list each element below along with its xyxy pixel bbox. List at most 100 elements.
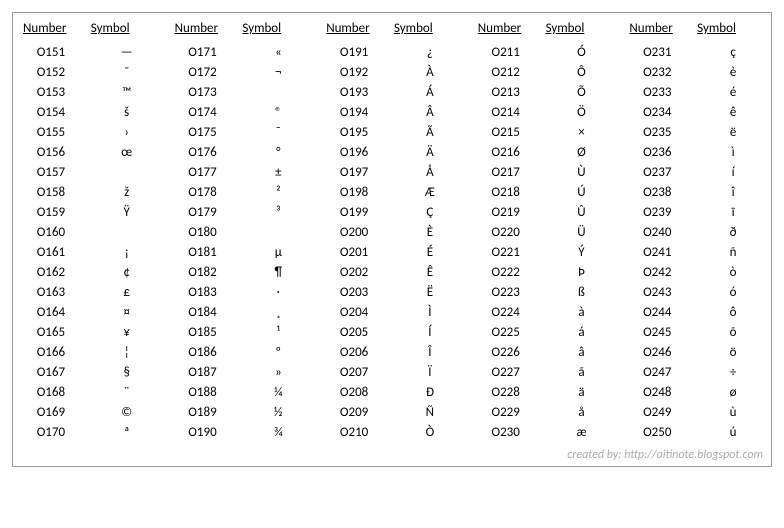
col-header-number: Number [468, 13, 544, 42]
code-number: O156 [13, 142, 89, 162]
code-number: O180 [165, 222, 241, 242]
symbol-glyph: ° [240, 142, 316, 162]
code-number: O157 [13, 162, 89, 182]
symbol-table: NumberSymbolNumberSymbolNumberSymbolNumb… [13, 13, 771, 442]
symbol-glyph: Ð [392, 382, 468, 402]
code-number: O183 [165, 282, 241, 302]
code-number: O248 [619, 382, 695, 402]
symbol-glyph: Å [392, 162, 468, 182]
table-row: O167§O187»O207ÏO227ãO247÷ [13, 362, 771, 382]
code-number: O192 [316, 62, 392, 82]
symbol-glyph [240, 222, 316, 242]
code-number: O160 [13, 222, 89, 242]
table-row: O151—O171«O191¿O211ÓO231ç [13, 42, 771, 62]
symbol-glyph: ª [89, 422, 165, 442]
symbol-glyph: ê [695, 102, 771, 122]
table-header-row: NumberSymbolNumberSymbolNumberSymbolNumb… [13, 13, 771, 42]
code-number: O152 [13, 62, 89, 82]
code-number: O164 [13, 302, 89, 322]
code-number: O151 [13, 42, 89, 62]
code-number: O211 [468, 42, 544, 62]
symbol-glyph: ³ [240, 202, 316, 222]
symbol-glyph: ÷ [695, 362, 771, 382]
code-number: O246 [619, 342, 695, 362]
symbol-glyph: ¥ [89, 322, 165, 342]
code-number: O200 [316, 222, 392, 242]
col-header-number: Number [165, 13, 241, 42]
code-number: O159 [13, 202, 89, 222]
symbol-glyph: £ [89, 282, 165, 302]
col-header-symbol: Symbol [392, 13, 468, 42]
code-number: O218 [468, 182, 544, 202]
code-number: O177 [165, 162, 241, 182]
symbol-glyph: Ô [544, 62, 620, 82]
code-number: O205 [316, 322, 392, 342]
code-number: O227 [468, 362, 544, 382]
symbol-glyph: Þ [544, 262, 620, 282]
code-number: O239 [619, 202, 695, 222]
code-number: O158 [13, 182, 89, 202]
table-row: O163£O183·O203ËO223ßO243ó [13, 282, 771, 302]
symbol-glyph: Ú [544, 182, 620, 202]
code-number: O243 [619, 282, 695, 302]
code-number: O237 [619, 162, 695, 182]
code-number: O219 [468, 202, 544, 222]
symbol-glyph: Ù [544, 162, 620, 182]
symbol-glyph: ù [695, 402, 771, 422]
symbol-glyph: æ [544, 422, 620, 442]
symbol-glyph: Õ [544, 82, 620, 102]
code-number: O175 [165, 122, 241, 142]
symbol-glyph: à [544, 302, 620, 322]
code-number: O201 [316, 242, 392, 262]
symbol-glyph: ¾ [240, 422, 316, 442]
code-number: O209 [316, 402, 392, 422]
code-number: O231 [619, 42, 695, 62]
code-number: O197 [316, 162, 392, 182]
symbol-glyph: õ [695, 322, 771, 342]
code-number: O191 [316, 42, 392, 62]
symbol-glyph: ç [695, 42, 771, 62]
code-number: O203 [316, 282, 392, 302]
symbol-glyph: Â [392, 102, 468, 122]
symbol-glyph: ì [695, 142, 771, 162]
symbol-glyph: Ÿ [89, 202, 165, 222]
col-header-number: Number [316, 13, 392, 42]
symbol-glyph: Ø [544, 142, 620, 162]
code-number: O171 [165, 42, 241, 62]
code-number: O223 [468, 282, 544, 302]
table-row: O155›O175¯O195ÃO215×O235ë [13, 122, 771, 142]
symbol-glyph: å [544, 402, 620, 422]
symbol-glyph: Ò [392, 422, 468, 442]
code-number: O221 [468, 242, 544, 262]
code-number: O202 [316, 262, 392, 282]
symbol-glyph: è [695, 62, 771, 82]
code-number: O181 [165, 242, 241, 262]
symbol-glyph: ß [544, 282, 620, 302]
symbol-glyph: œ [89, 142, 165, 162]
symbol-glyph [240, 82, 316, 102]
symbol-glyph: « [240, 42, 316, 62]
symbol-glyph: × [544, 122, 620, 142]
symbol-glyph: É [392, 242, 468, 262]
code-number: O228 [468, 382, 544, 402]
symbol-glyph: á [544, 322, 620, 342]
table-row: O158žO178²O198ÆO218ÚO238î [13, 182, 771, 202]
code-number: O168 [13, 382, 89, 402]
symbol-glyph: ¸ [240, 302, 316, 322]
code-number: O176 [165, 142, 241, 162]
table-row: O153™O173O193ÁO213ÕO233é [13, 82, 771, 102]
symbol-glyph: ï [695, 202, 771, 222]
code-number: O212 [468, 62, 544, 82]
symbol-glyph: À [392, 62, 468, 82]
code-number: O242 [619, 262, 695, 282]
code-number: O163 [13, 282, 89, 302]
symbol-glyph: é [695, 82, 771, 102]
symbol-glyph: · [240, 282, 316, 302]
symbol-glyph: ¬ [240, 62, 316, 82]
symbol-glyph: » [240, 362, 316, 382]
table-row: O170ªO190¾O210ÒO230æO250ú [13, 422, 771, 442]
code-number: O166 [13, 342, 89, 362]
symbol-glyph: ¿ [392, 42, 468, 62]
symbol-glyph: Ï [392, 362, 468, 382]
code-number: O225 [468, 322, 544, 342]
